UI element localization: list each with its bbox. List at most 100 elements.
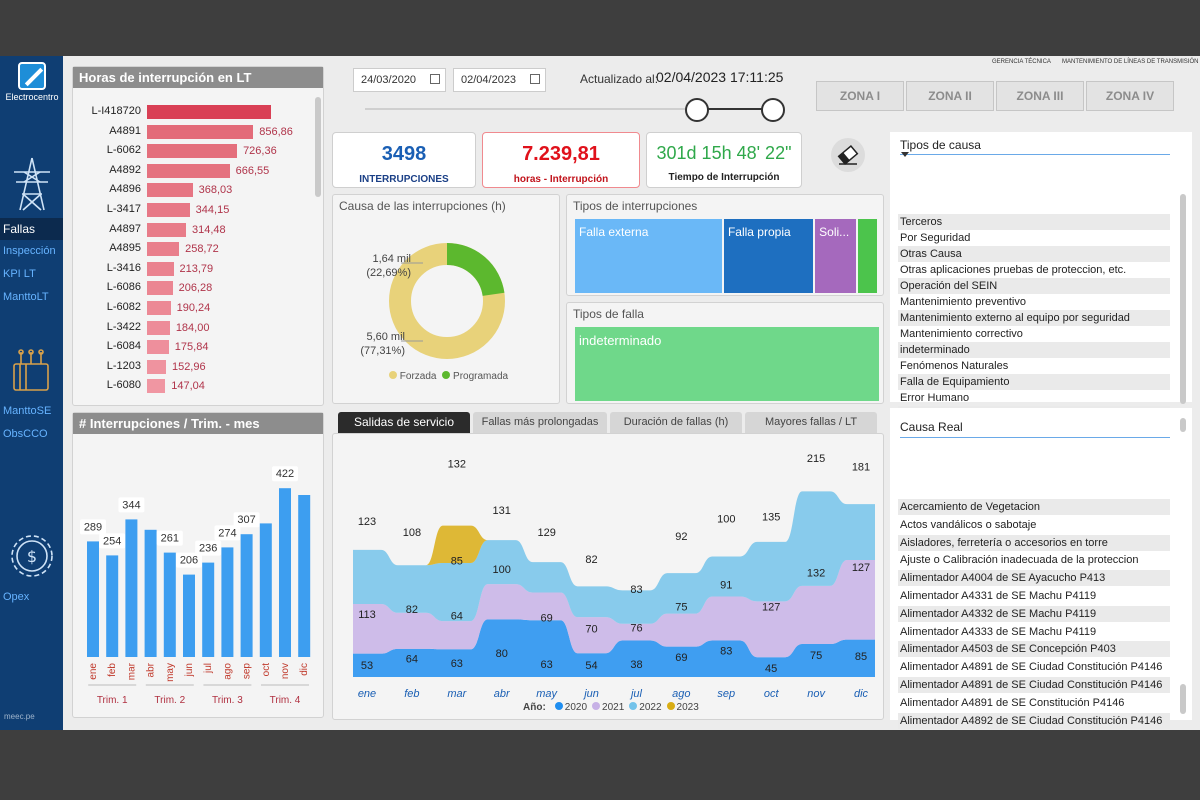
- calendar-icon[interactable]: [430, 74, 440, 84]
- list-item[interactable]: Alimentador A4333 de SE Machu P4119: [900, 625, 1097, 638]
- date-slider-start-handle[interactable]: [685, 98, 709, 122]
- list-item[interactable]: Ajuste o Calibración inadecuada de la pr…: [900, 554, 1139, 567]
- series-band-2021[interactable]: [353, 559, 875, 658]
- interrupcion-type-block[interactable]: Falla propia: [723, 219, 814, 293]
- zone-button-2[interactable]: ZONA II: [906, 81, 994, 111]
- hours-row[interactable]: A4891 856,86: [77, 123, 313, 141]
- hours-row[interactable]: L-6082 190,24: [77, 299, 313, 317]
- date-to-input[interactable]: 02/04/2023: [453, 68, 546, 92]
- list-item[interactable]: Otras Causa: [898, 246, 1170, 262]
- sidebar-item-manttose[interactable]: ManttoSE: [3, 405, 52, 417]
- hours-row[interactable]: L-3422 184,00: [77, 319, 313, 337]
- legend-series-name[interactable]: 2023: [676, 702, 699, 713]
- month-bar[interactable]: [221, 547, 234, 657]
- interrupcion-type-block[interactable]: Falla externa: [575, 219, 722, 293]
- sidebar-item-fallas[interactable]: Fallas: [0, 218, 63, 240]
- hours-row[interactable]: L-I418720: [77, 103, 313, 121]
- list-item[interactable]: Mantenimiento preventivo: [900, 296, 1026, 308]
- zone-button-1[interactable]: ZONA I: [816, 81, 904, 111]
- hours-row[interactable]: L-3417 344,15: [77, 201, 313, 219]
- hours-bar[interactable]: [147, 261, 174, 276]
- sidebar-item-obscco[interactable]: ObsCCO: [3, 428, 48, 440]
- legend-series-name[interactable]: 2022: [639, 702, 662, 713]
- hours-bar[interactable]: [147, 301, 171, 315]
- hours-row[interactable]: L-6062 726,36: [77, 142, 313, 160]
- list-item[interactable]: Operación del SEIN: [898, 278, 1170, 294]
- hours-bar[interactable]: [147, 242, 180, 257]
- month-bar[interactable]: [279, 488, 291, 657]
- zone-button-3[interactable]: ZONA III: [996, 81, 1084, 111]
- series-band-2020[interactable]: [353, 619, 875, 677]
- date-from-input[interactable]: 24/03/2020: [353, 68, 446, 92]
- list-item[interactable]: Alimentador A4891 de SE Ciudad Constituc…: [898, 677, 1170, 693]
- tab-duracion-fallas[interactable]: Duración de fallas (h): [610, 412, 742, 433]
- list-item[interactable]: Alimentador A4891 de SE Constitución P41…: [900, 696, 1125, 709]
- hours-bar[interactable]: [147, 281, 173, 296]
- hours-bar[interactable]: [147, 163, 230, 178]
- series-band-2022[interactable]: [353, 491, 875, 624]
- sidebar-item-inspeccion[interactable]: Inspección: [3, 245, 56, 257]
- month-bar[interactable]: [259, 523, 272, 657]
- list-item[interactable]: Alimentador A4004 de SE Ayacucho P413: [898, 570, 1170, 587]
- tipos-causa-scrollbar[interactable]: [1180, 194, 1186, 404]
- tab-salidas-servicio[interactable]: Salidas de servicio: [338, 412, 470, 433]
- hours-bar[interactable]: [147, 144, 238, 159]
- list-item[interactable]: Acercamiento de Vegetacion: [898, 499, 1170, 515]
- list-item[interactable]: Otras aplicaciones pruebas de proteccion…: [900, 264, 1127, 276]
- list-item[interactable]: Alimentador A4331 de SE Machu P4119: [900, 590, 1097, 602]
- month-bar[interactable]: [87, 541, 99, 657]
- list-item[interactable]: Aisladores, ferretería o accesorios en t…: [898, 534, 1170, 551]
- causa-real-scrollbar[interactable]: [1180, 684, 1186, 714]
- list-item[interactable]: Mantenimiento correctivo: [900, 328, 1023, 340]
- legend-series-name[interactable]: 2020: [564, 702, 588, 713]
- hours-bar[interactable]: [147, 340, 169, 355]
- series-band-2023[interactable]: [353, 491, 875, 591]
- hours-row[interactable]: L-3416 213,79: [77, 260, 313, 278]
- month-bar[interactable]: [125, 519, 138, 657]
- month-bar[interactable]: [240, 534, 253, 657]
- list-item[interactable]: Alimentador A4503 de SE Concepción P403: [898, 641, 1170, 658]
- hours-bar[interactable]: [147, 183, 193, 198]
- month-bar[interactable]: [106, 555, 119, 657]
- hours-bar[interactable]: [147, 359, 166, 374]
- chevron-down-icon[interactable]: [901, 152, 909, 157]
- tipos-falla-block[interactable]: indeterminado: [575, 327, 879, 401]
- month-bar[interactable]: [144, 529, 157, 657]
- month-bar[interactable]: [163, 552, 176, 657]
- sidebar-item-kpi-lt[interactable]: KPI LT: [3, 268, 36, 280]
- date-slider-end-handle[interactable]: [761, 98, 785, 122]
- hours-row[interactable]: A4895 258,72: [77, 240, 313, 258]
- hours-row[interactable]: L-6084 175,84: [77, 338, 313, 356]
- hours-scrollbar[interactable]: [315, 97, 321, 197]
- month-bar[interactable]: [183, 574, 195, 657]
- list-item[interactable]: Alimentador A4891 de SE Ciudad Constituc…: [900, 661, 1163, 674]
- tab-fallas-prolongadas[interactable]: Fallas más prolongadas: [473, 412, 607, 433]
- hours-row[interactable]: L-6086 206,28: [77, 279, 313, 297]
- hours-bar[interactable]: [147, 320, 170, 335]
- hours-row[interactable]: L-1203 152,96: [77, 358, 313, 376]
- list-item[interactable]: Falla de Equipamiento: [898, 374, 1170, 390]
- hours-bar[interactable]: [147, 379, 166, 394]
- month-bar[interactable]: [298, 495, 311, 657]
- calendar-icon[interactable]: [530, 74, 540, 84]
- list-item[interactable]: Error Humano: [900, 392, 970, 404]
- hours-bar[interactable]: [147, 105, 271, 119]
- list-item[interactable]: Terceros: [898, 214, 1170, 230]
- list-item[interactable]: Mantenimiento externo al equipo por segu…: [898, 310, 1170, 326]
- hours-row[interactable]: A4896 368,03: [77, 181, 313, 199]
- hours-row[interactable]: A4892 666,55: [77, 162, 313, 180]
- list-item[interactable]: Actos vandálicos o sabotaje: [900, 518, 1037, 531]
- transformer-icon[interactable]: [6, 346, 58, 404]
- tab-mayores-fallas[interactable]: Mayores fallas / LT: [745, 412, 877, 433]
- zone-button-4[interactable]: ZONA IV: [1086, 81, 1174, 111]
- date-slider-track[interactable]: [365, 108, 785, 110]
- list-item[interactable]: Alimentador A4892 de SE Ciudad Constituc…: [898, 712, 1170, 729]
- sidebar-item-manttolt[interactable]: ManttoLT: [3, 291, 49, 303]
- hours-bar[interactable]: [147, 203, 190, 217]
- list-item[interactable]: Por Seguridad: [900, 232, 971, 244]
- month-bar[interactable]: [202, 562, 215, 657]
- hours-row[interactable]: A4897 314,48: [77, 221, 313, 239]
- hours-bar[interactable]: [147, 222, 186, 237]
- list-item[interactable]: indeterminado: [898, 342, 1170, 358]
- interrupcion-type-block[interactable]: [857, 219, 877, 293]
